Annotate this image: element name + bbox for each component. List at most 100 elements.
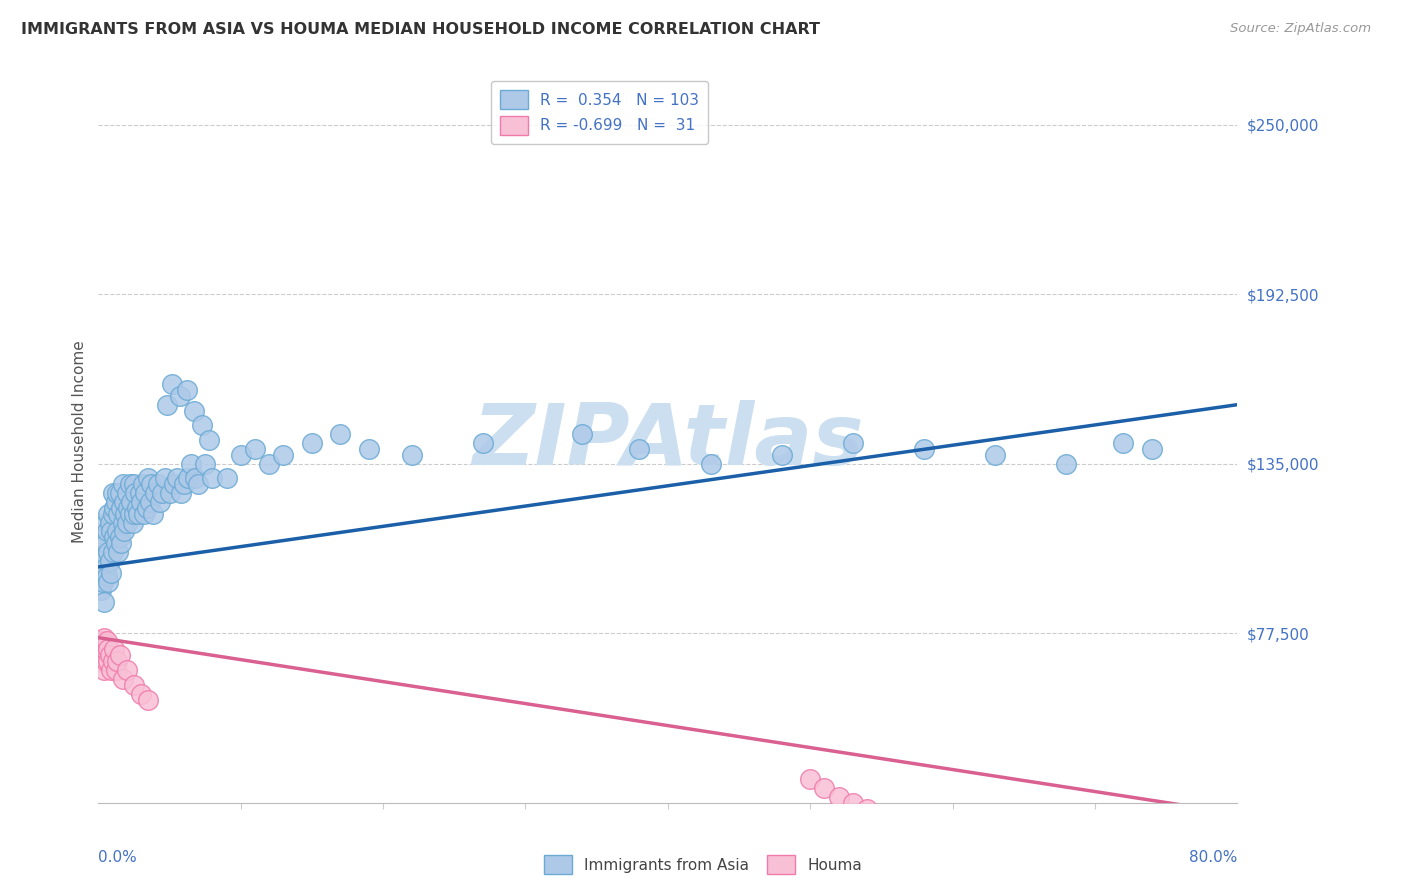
Point bbox=[98, 516, 121, 530]
Point bbox=[163, 477, 186, 491]
Point bbox=[111, 477, 134, 491]
Point bbox=[173, 477, 195, 491]
Point bbox=[912, 442, 935, 456]
Point bbox=[571, 427, 593, 442]
Point bbox=[135, 500, 157, 515]
Point bbox=[101, 654, 124, 668]
Point bbox=[97, 545, 120, 559]
Legend: Immigrants from Asia, Houma: Immigrants from Asia, Houma bbox=[538, 849, 868, 880]
Point bbox=[110, 500, 132, 515]
Point bbox=[97, 642, 120, 657]
Point bbox=[842, 796, 865, 810]
Point bbox=[125, 500, 148, 515]
Point bbox=[842, 436, 865, 450]
Point bbox=[124, 486, 146, 500]
Point bbox=[132, 507, 155, 521]
Point bbox=[101, 545, 124, 559]
Point bbox=[856, 802, 879, 816]
Point bbox=[128, 486, 150, 500]
Point bbox=[628, 442, 651, 456]
Point bbox=[1056, 457, 1078, 471]
Point bbox=[177, 471, 200, 485]
Point bbox=[97, 654, 120, 668]
Point bbox=[121, 516, 143, 530]
Point bbox=[107, 545, 129, 559]
Point bbox=[198, 433, 221, 447]
Point bbox=[1140, 442, 1163, 456]
Point bbox=[93, 551, 115, 566]
Point bbox=[156, 398, 179, 412]
Point bbox=[149, 495, 172, 509]
Point bbox=[770, 448, 793, 462]
Point bbox=[166, 471, 188, 485]
Point bbox=[201, 471, 224, 485]
Legend: R =  0.354   N = 103, R = -0.699   N =  31: R = 0.354 N = 103, R = -0.699 N = 31 bbox=[491, 80, 709, 145]
Point bbox=[108, 648, 131, 663]
Point bbox=[97, 574, 120, 589]
Point bbox=[111, 516, 134, 530]
Point bbox=[103, 500, 125, 515]
Point bbox=[134, 486, 156, 500]
Point bbox=[273, 448, 295, 462]
Point bbox=[180, 457, 202, 471]
Point bbox=[127, 507, 149, 521]
Point bbox=[183, 403, 205, 417]
Point bbox=[93, 631, 115, 645]
Point bbox=[169, 389, 191, 403]
Point bbox=[138, 495, 160, 509]
Point bbox=[94, 636, 117, 650]
Text: 0.0%: 0.0% bbox=[98, 850, 138, 864]
Point bbox=[93, 663, 115, 677]
Point bbox=[108, 530, 131, 544]
Point bbox=[141, 507, 163, 521]
Point bbox=[97, 507, 120, 521]
Point bbox=[191, 418, 214, 433]
Point bbox=[118, 477, 141, 491]
Point bbox=[329, 427, 352, 442]
Point bbox=[139, 477, 162, 491]
Point bbox=[471, 436, 494, 450]
Point bbox=[89, 642, 111, 657]
Text: Source: ZipAtlas.com: Source: ZipAtlas.com bbox=[1230, 22, 1371, 36]
Point bbox=[136, 471, 159, 485]
Point bbox=[94, 560, 117, 574]
Text: IMMIGRANTS FROM ASIA VS HOUMA MEDIAN HOUSEHOLD INCOME CORRELATION CHART: IMMIGRANTS FROM ASIA VS HOUMA MEDIAN HOU… bbox=[21, 22, 820, 37]
Point bbox=[114, 507, 136, 521]
Point bbox=[243, 442, 266, 456]
Point bbox=[120, 495, 142, 509]
Point bbox=[100, 566, 122, 580]
Point bbox=[122, 678, 145, 692]
Point bbox=[91, 574, 114, 589]
Point bbox=[129, 687, 152, 701]
Point bbox=[115, 663, 138, 677]
Text: 80.0%: 80.0% bbox=[1189, 850, 1237, 864]
Point bbox=[162, 377, 184, 392]
Point bbox=[136, 692, 159, 706]
Point bbox=[96, 645, 118, 659]
Point bbox=[103, 530, 125, 544]
Point bbox=[301, 436, 323, 450]
Point bbox=[828, 789, 851, 804]
Point bbox=[155, 471, 177, 485]
Point bbox=[98, 554, 121, 568]
Point bbox=[101, 507, 124, 521]
Point bbox=[112, 524, 135, 539]
Point bbox=[93, 595, 115, 609]
Point bbox=[229, 448, 252, 462]
Point bbox=[91, 648, 114, 663]
Point bbox=[159, 486, 181, 500]
Point bbox=[122, 477, 145, 491]
Point bbox=[105, 524, 128, 539]
Point bbox=[105, 654, 128, 668]
Point bbox=[104, 495, 127, 509]
Point bbox=[94, 516, 117, 530]
Point bbox=[91, 640, 114, 654]
Y-axis label: Median Household Income: Median Household Income bbox=[72, 340, 87, 543]
Point bbox=[91, 530, 114, 544]
Point bbox=[100, 524, 122, 539]
Point bbox=[104, 663, 127, 677]
Point bbox=[401, 448, 423, 462]
Point bbox=[115, 516, 138, 530]
Point bbox=[105, 486, 128, 500]
Point bbox=[108, 486, 131, 500]
